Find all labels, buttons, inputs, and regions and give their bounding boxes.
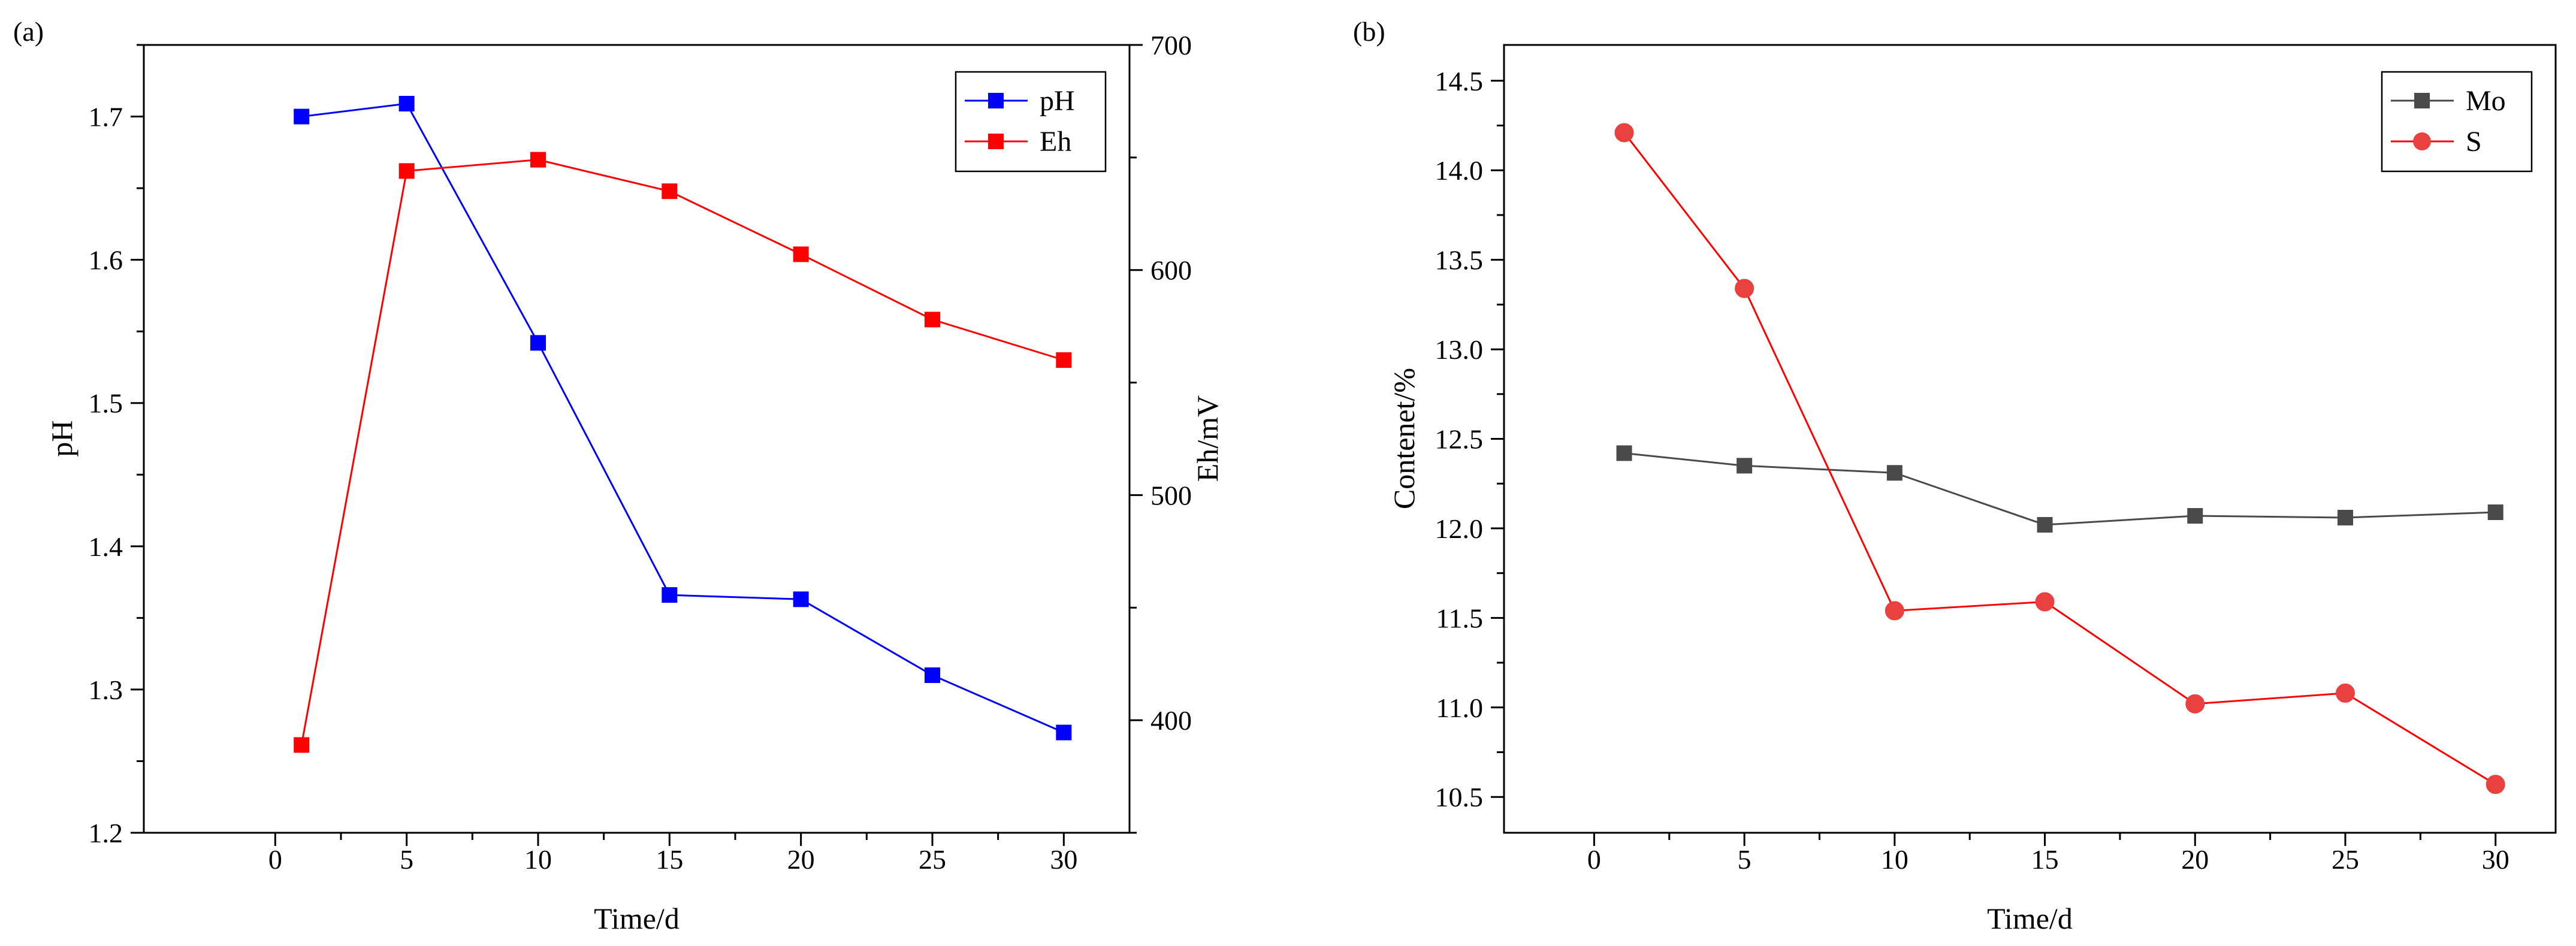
chart-b: (b) 0 5 10 15 20 25 30 10.5 11.0 11.5 12.0 12.5 13.0 1… bbox=[1353, 16, 2557, 935]
series-line-mo bbox=[1624, 452, 2496, 526]
x-axis-title: Time/d bbox=[594, 902, 680, 935]
data-point-mo bbox=[2037, 516, 2053, 533]
y2-tick-label: 600 bbox=[1150, 255, 1192, 286]
y-tick-label: 14.5 bbox=[1435, 66, 1484, 96]
y-tick-label: 1.2 bbox=[89, 818, 123, 848]
y-tick-label: 1.5 bbox=[89, 388, 123, 419]
data-point-s bbox=[1735, 279, 1754, 298]
y2-tick-label: 400 bbox=[1150, 705, 1192, 736]
x-tick-label: 10 bbox=[524, 844, 552, 875]
data-point-mo bbox=[1616, 445, 1632, 461]
x-tick-label: 20 bbox=[787, 844, 815, 875]
legend: pH Eh bbox=[955, 71, 1107, 173]
y-tick-label: 13.5 bbox=[1435, 245, 1484, 276]
data-point-ph bbox=[398, 96, 415, 112]
y-axis-title: pH bbox=[45, 420, 78, 457]
series-line-eh bbox=[300, 159, 1064, 745]
plot-frame bbox=[143, 44, 1131, 834]
data-point-s bbox=[1614, 123, 1634, 143]
y-tick-label: 1.4 bbox=[89, 531, 123, 562]
legend-box bbox=[2381, 71, 2533, 173]
panel-label: (b) bbox=[1353, 16, 1385, 47]
y2-axis-title: Eh/mV bbox=[1191, 395, 1224, 482]
data-point-mo bbox=[2338, 510, 2353, 525]
legend-marker-mo bbox=[2414, 93, 2430, 108]
y-tick-label: 10.5 bbox=[1435, 782, 1484, 812]
data-point-eh bbox=[398, 163, 415, 179]
data-point-ph bbox=[294, 108, 310, 125]
x-tick-label: 25 bbox=[919, 844, 946, 875]
data-point-ph bbox=[662, 587, 678, 603]
x-tick-label: 5 bbox=[400, 844, 413, 875]
x-tick-label: 30 bbox=[2482, 844, 2509, 875]
y-tick-label: 1.6 bbox=[89, 245, 123, 276]
y2-tick-label: 500 bbox=[1150, 480, 1192, 510]
x-tick-label: 30 bbox=[1050, 844, 1077, 875]
data-point-ph bbox=[1056, 724, 1072, 741]
data-point-eh bbox=[294, 737, 310, 753]
data-point-s bbox=[2336, 683, 2355, 703]
data-point-ph bbox=[925, 667, 940, 683]
x-tick-label: 0 bbox=[268, 844, 282, 875]
x-tick-label: 15 bbox=[656, 844, 683, 875]
data-point-eh bbox=[925, 312, 940, 328]
data-point-s bbox=[2486, 775, 2505, 794]
legend-marker-ph bbox=[988, 93, 1004, 108]
legend-marker-eh bbox=[988, 134, 1004, 149]
x-tick-label: 10 bbox=[1881, 844, 1908, 875]
x-tick-label: 20 bbox=[2181, 844, 2209, 875]
y-tick-label: 1.7 bbox=[89, 102, 123, 132]
data-point-eh bbox=[662, 183, 678, 200]
y-tick-label: 12.0 bbox=[1435, 513, 1484, 544]
x-tick-label: 0 bbox=[1587, 844, 1601, 875]
legend-marker-s bbox=[2413, 132, 2431, 150]
data-point-s bbox=[1885, 601, 1904, 621]
y-tick-label: 12.5 bbox=[1435, 424, 1484, 455]
legend-label-s: S bbox=[2466, 126, 2482, 158]
data-point-eh bbox=[530, 152, 546, 168]
data-point-ph bbox=[530, 335, 546, 351]
x-tick-label: 15 bbox=[2031, 844, 2059, 875]
legend-label-eh: Eh bbox=[1040, 126, 1071, 158]
data-point-mo bbox=[1886, 465, 1902, 481]
legend-label-ph: pH bbox=[1040, 85, 1075, 117]
legend-box bbox=[955, 71, 1107, 173]
y-tick-label: 11.5 bbox=[1436, 603, 1483, 633]
chart-a: (a) 0 5 10 15 20 25 30 1.2 1.3 1.4 1.5 1.6 1.7 400 500 6… bbox=[13, 16, 1224, 935]
data-point-mo bbox=[1737, 458, 1753, 474]
data-point-eh bbox=[1056, 352, 1072, 368]
data-point-mo bbox=[2187, 508, 2203, 524]
data-point-s bbox=[2035, 592, 2055, 612]
y-tick-label: 1.3 bbox=[89, 675, 123, 705]
panel-label: (a) bbox=[13, 16, 44, 47]
x-tick-label: 5 bbox=[1738, 844, 1751, 875]
data-point-s bbox=[2185, 694, 2205, 714]
y-tick-label: 13.0 bbox=[1435, 334, 1484, 365]
legend: Mo S bbox=[2381, 71, 2533, 173]
y-tick-label: 14.0 bbox=[1435, 155, 1484, 186]
y2-tick-label: 700 bbox=[1150, 30, 1192, 61]
data-point-ph bbox=[793, 591, 809, 608]
data-point-eh bbox=[793, 246, 809, 262]
x-tick-label: 25 bbox=[2332, 844, 2359, 875]
series-line-s bbox=[1623, 132, 2496, 785]
legend-label-mo: Mo bbox=[2466, 85, 2506, 117]
x-axis-title: Time/d bbox=[1987, 902, 2073, 935]
y-axis-title: Contenet/% bbox=[1387, 368, 1421, 509]
data-point-mo bbox=[2487, 504, 2503, 521]
y-tick-label: 11.0 bbox=[1436, 693, 1483, 723]
